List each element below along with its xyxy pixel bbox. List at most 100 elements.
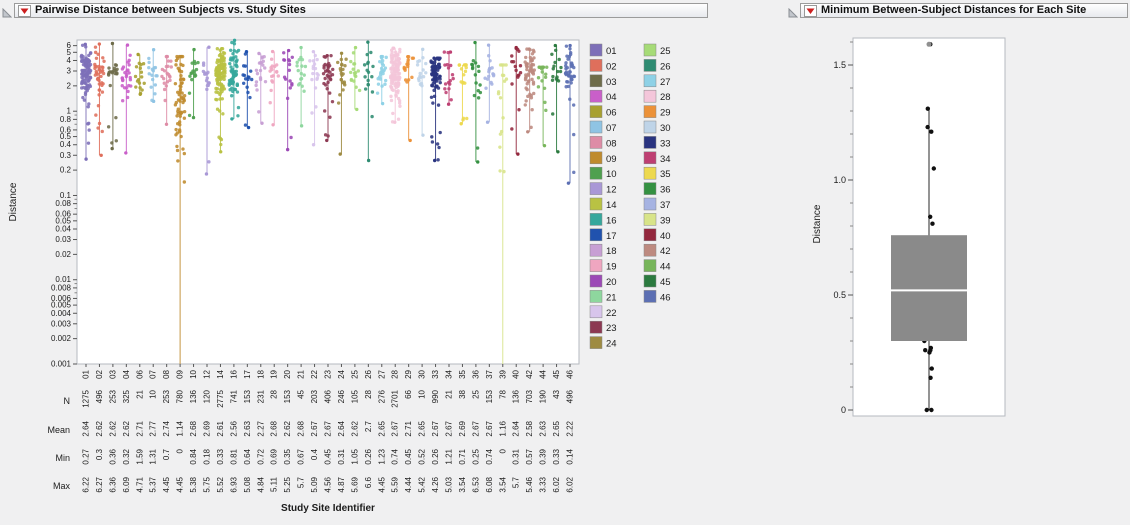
legend-swatch-18[interactable] xyxy=(589,243,603,257)
legend-swatch-16[interactable] xyxy=(589,213,603,226)
legend-swatch-20[interactable] xyxy=(589,274,603,288)
site-points-14[interactable] xyxy=(214,46,227,154)
legend-swatch-22[interactable] xyxy=(589,305,603,319)
site-points-39[interactable] xyxy=(496,63,509,364)
disclosure-triangle-icon[interactable] xyxy=(2,8,12,18)
right-outline-bar[interactable]: Minimum Between-Subject Distances for Ea… xyxy=(800,3,1128,18)
legend-swatch-40[interactable] xyxy=(643,228,657,242)
legend-swatch-26[interactable] xyxy=(643,59,657,72)
min-distance-point[interactable] xyxy=(923,348,928,353)
legend-swatch-45[interactable] xyxy=(643,274,657,288)
site-points-27[interactable] xyxy=(375,54,388,106)
site-points-03[interactable] xyxy=(106,41,119,151)
site-points-12[interactable] xyxy=(201,45,211,176)
min-distance-point[interactable] xyxy=(927,350,932,355)
min-distance-point[interactable] xyxy=(929,129,934,134)
legend-swatch-37[interactable] xyxy=(643,197,657,211)
min-distance-point[interactable] xyxy=(928,375,933,380)
legend-swatch-23[interactable] xyxy=(589,320,603,334)
legend-swatch-19[interactable] xyxy=(589,259,603,272)
legend-swatch-39[interactable] xyxy=(643,213,657,226)
min-distance-box-plot[interactable]: 1.5 1.0 0.5 0 Distance xyxy=(788,20,1128,520)
disclosure-triangle-icon[interactable] xyxy=(788,8,798,18)
svg-text:2701: 2701 xyxy=(391,389,400,407)
red-triangle-menu-icon[interactable] xyxy=(804,4,817,17)
site-points-04[interactable] xyxy=(120,43,133,155)
legend-swatch-33[interactable] xyxy=(643,136,657,149)
site-points-34[interactable] xyxy=(442,50,455,106)
legend-swatch-34[interactable] xyxy=(643,151,657,165)
legend-swatch-30[interactable] xyxy=(643,120,657,134)
site-points-09[interactable] xyxy=(173,54,187,364)
site-points-17[interactable] xyxy=(241,50,254,130)
legend-swatch-02[interactable] xyxy=(589,59,603,72)
legend-swatch-03[interactable] xyxy=(589,74,603,88)
min-distance-point[interactable] xyxy=(927,214,933,219)
outlier-point[interactable] xyxy=(926,41,932,47)
site-points-08[interactable] xyxy=(160,54,173,126)
site-points-25[interactable] xyxy=(348,45,362,112)
legend-swatch-42[interactable] xyxy=(643,243,657,257)
site-points-19[interactable] xyxy=(268,49,281,127)
site-points-28[interactable] xyxy=(388,46,402,124)
min-distance-point[interactable] xyxy=(929,366,934,371)
legend-swatch-14[interactable] xyxy=(589,197,603,211)
site-points-07[interactable] xyxy=(147,48,159,104)
legend-swatch-10[interactable] xyxy=(589,166,603,180)
site-points-10[interactable] xyxy=(187,47,200,120)
left-outline-bar[interactable]: Pairwise Distance between Subjects vs. S… xyxy=(14,3,708,18)
legend-swatch-27[interactable] xyxy=(643,74,657,88)
svg-text:0.32: 0.32 xyxy=(122,448,131,464)
site-points-42[interactable] xyxy=(523,47,536,134)
legend-swatch-21[interactable] xyxy=(589,290,603,303)
legend-swatch-17[interactable] xyxy=(589,228,603,242)
legend-swatch-29[interactable] xyxy=(643,105,657,118)
site-points-45[interactable] xyxy=(550,43,563,154)
pairwise-scatter-plot[interactable]: 6543210.80.60.50.40.30.20.10.080.060.050… xyxy=(2,20,706,520)
min-distance-point[interactable] xyxy=(931,166,937,171)
site-points-29[interactable] xyxy=(402,54,416,143)
legend-swatch-09[interactable] xyxy=(589,151,603,165)
site-points-36[interactable] xyxy=(470,40,483,164)
site-points-23[interactable] xyxy=(321,53,335,143)
site-points-35[interactable] xyxy=(457,63,469,126)
legend-swatch-08[interactable] xyxy=(589,136,603,149)
legend-swatch-35[interactable] xyxy=(643,166,657,180)
min-distance-point[interactable] xyxy=(924,407,929,413)
iqr-box[interactable] xyxy=(891,235,967,341)
site-points-16[interactable] xyxy=(227,38,241,121)
site-points-06[interactable] xyxy=(133,52,146,96)
site-points-21[interactable] xyxy=(295,45,308,128)
legend-swatch-06[interactable] xyxy=(589,105,603,118)
legend-swatch-44[interactable] xyxy=(643,259,657,272)
site-points-26[interactable] xyxy=(362,40,375,163)
summary-row-min: 0.27 0.3 0.36 0.32 1.59 1.31 0.7 0 0.84 0.18 0.33 0… xyxy=(82,448,575,464)
site-points-20[interactable] xyxy=(282,48,294,152)
site-points-44[interactable] xyxy=(536,65,549,148)
legend-swatch-01[interactable] xyxy=(589,43,603,57)
site-points-18[interactable] xyxy=(254,51,268,125)
legend-swatch-28[interactable] xyxy=(643,89,657,103)
site-points-40[interactable] xyxy=(510,45,523,156)
min-distance-point[interactable] xyxy=(929,407,934,413)
box-plot[interactable] xyxy=(891,41,967,413)
site-points-24[interactable] xyxy=(336,51,348,156)
min-distance-point[interactable] xyxy=(925,124,930,130)
legend-swatch-04[interactable] xyxy=(589,89,603,103)
site-points-46[interactable] xyxy=(563,43,577,185)
min-distance-point[interactable] xyxy=(930,221,935,226)
site-points-02[interactable] xyxy=(93,42,106,157)
site-points-22[interactable] xyxy=(308,49,320,147)
legend-swatch-25[interactable] xyxy=(643,43,657,57)
site-points-33[interactable] xyxy=(429,56,442,163)
legend-swatch-46[interactable] xyxy=(643,290,657,303)
site-points-37[interactable] xyxy=(483,43,496,124)
red-triangle-menu-icon[interactable] xyxy=(18,4,31,17)
legend-swatch-12[interactable] xyxy=(589,182,603,195)
site-points-30[interactable] xyxy=(415,47,428,137)
legend-swatch-07[interactable] xyxy=(589,120,603,134)
legend-swatch-24[interactable] xyxy=(589,336,603,349)
site-points-01[interactable] xyxy=(79,42,93,161)
min-distance-point[interactable] xyxy=(925,106,931,111)
legend-swatch-36[interactable] xyxy=(643,182,657,195)
